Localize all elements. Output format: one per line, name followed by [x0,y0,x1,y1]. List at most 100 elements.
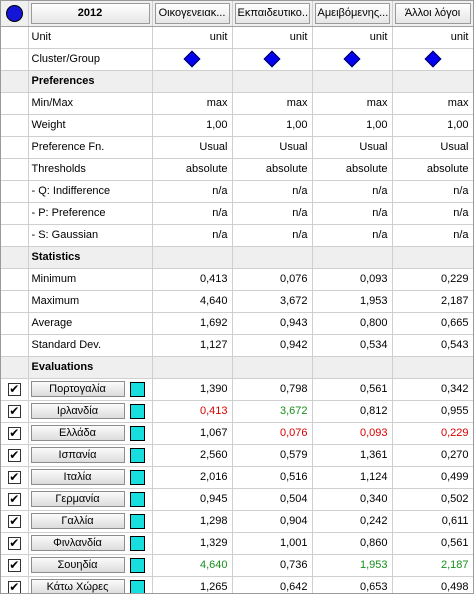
value-cell[interactable]: 0,229 [392,268,473,291]
cluster-cell[interactable] [152,48,233,71]
value-cell[interactable]: unit [392,26,473,49]
value-cell[interactable]: n/a [392,224,473,247]
cluster-cell[interactable] [312,48,393,71]
value-cell[interactable]: unit [152,26,233,49]
evaluation-value-cell[interactable]: 1,265 [152,576,233,593]
evaluation-value-cell[interactable]: 0,342 [392,378,473,401]
include-checkbox[interactable]: ✔ [7,447,21,462]
include-checkbox[interactable]: ✔ [7,513,21,528]
action-name-button[interactable]: Σουηδία [30,557,125,573]
value-cell[interactable]: 1,00 [392,114,473,137]
include-checkbox[interactable]: ✔ [7,381,21,396]
value-cell[interactable]: Usual [232,136,313,159]
action-color-swatch[interactable] [129,425,145,441]
value-cell[interactable]: Usual [312,136,393,159]
value-cell[interactable]: 0,942 [232,334,313,357]
year-header-button[interactable]: 2012 [30,2,150,24]
value-cell[interactable]: n/a [152,224,233,247]
evaluation-value-cell[interactable]: 1,390 [152,378,233,401]
criterion-header-button[interactable]: Αμειβόμενης... [314,2,390,24]
evaluation-value-cell[interactable]: 0,611 [392,510,473,533]
value-cell[interactable]: unit [232,26,313,49]
value-cell[interactable]: 1,00 [312,114,393,137]
action-name-button[interactable]: Ιταλία [30,469,125,485]
value-cell[interactable]: n/a [152,180,233,203]
include-checkbox[interactable]: ✔ [7,579,21,594]
value-cell[interactable]: n/a [232,202,313,225]
value-cell[interactable]: 0,543 [392,334,473,357]
value-cell[interactable]: absolute [312,158,393,181]
value-cell[interactable]: n/a [152,202,233,225]
value-cell[interactable]: n/a [232,224,313,247]
value-cell[interactable]: 0,665 [392,312,473,335]
evaluation-value-cell[interactable]: 0,270 [392,444,473,467]
value-cell[interactable]: absolute [392,158,473,181]
action-name-button[interactable]: Ισπανία [30,447,125,463]
evaluation-value-cell[interactable]: 0,812 [312,400,393,423]
evaluation-value-cell[interactable]: 0,736 [232,554,313,577]
include-checkbox[interactable]: ✔ [7,403,21,418]
action-color-swatch[interactable] [129,469,145,485]
criterion-header-button[interactable]: Οικογενειακ... [154,2,230,24]
value-cell[interactable]: 1,953 [312,290,393,313]
evaluation-value-cell[interactable]: 2,187 [392,554,473,577]
value-cell[interactable]: n/a [312,224,393,247]
evaluation-value-cell[interactable]: 3,672 [232,400,313,423]
value-cell[interactable]: 1,692 [152,312,233,335]
include-checkbox[interactable]: ✔ [7,491,21,506]
action-name-button[interactable]: Γερμανία [30,491,125,507]
value-cell[interactable]: 0,534 [312,334,393,357]
value-cell[interactable]: 1,00 [152,114,233,137]
action-color-swatch[interactable] [129,447,145,463]
evaluation-value-cell[interactable]: 1,361 [312,444,393,467]
evaluation-value-cell[interactable]: 0,076 [232,422,313,445]
evaluation-value-cell[interactable]: 0,955 [392,400,473,423]
action-name-button[interactable]: Ιρλανδία [30,403,125,419]
evaluation-value-cell[interactable]: 1,067 [152,422,233,445]
value-cell[interactable]: absolute [152,158,233,181]
action-color-swatch[interactable] [129,557,145,573]
evaluation-value-cell[interactable]: 0,242 [312,510,393,533]
evaluation-value-cell[interactable]: 0,502 [392,488,473,511]
evaluation-value-cell[interactable]: 0,340 [312,488,393,511]
evaluation-value-cell[interactable]: 0,945 [152,488,233,511]
evaluation-value-cell[interactable]: 1,124 [312,466,393,489]
evaluation-value-cell[interactable]: 0,561 [392,532,473,555]
evaluation-value-cell[interactable]: 1,001 [232,532,313,555]
value-cell[interactable]: 0,943 [232,312,313,335]
action-color-swatch[interactable] [129,535,145,551]
evaluation-value-cell[interactable]: 0,093 [312,422,393,445]
action-color-swatch[interactable] [129,513,145,529]
evaluation-value-cell[interactable]: 1,298 [152,510,233,533]
include-checkbox[interactable]: ✔ [7,469,21,484]
value-cell[interactable]: 0,413 [152,268,233,291]
evaluation-value-cell[interactable]: 0,904 [232,510,313,533]
value-cell[interactable]: 0,093 [312,268,393,291]
value-cell[interactable]: n/a [392,202,473,225]
action-color-swatch[interactable] [129,579,145,593]
cluster-cell[interactable] [392,48,473,71]
value-cell[interactable]: Usual [152,136,233,159]
value-cell[interactable]: 4,640 [152,290,233,313]
evaluation-value-cell[interactable]: 0,413 [152,400,233,423]
value-cell[interactable]: 3,672 [232,290,313,313]
value-cell[interactable]: 1,00 [232,114,313,137]
action-name-button[interactable]: Γαλλία [30,513,125,529]
evaluation-value-cell[interactable]: 4,640 [152,554,233,577]
evaluation-value-cell[interactable]: 0,499 [392,466,473,489]
value-cell[interactable]: 0,076 [232,268,313,291]
include-checkbox[interactable]: ✔ [7,535,21,550]
value-cell[interactable]: 0,800 [312,312,393,335]
value-cell[interactable]: max [232,92,313,115]
criterion-header-button[interactable]: Εκπαιδευτικο... [234,2,310,24]
value-cell[interactable]: n/a [312,180,393,203]
evaluation-value-cell[interactable]: 2,560 [152,444,233,467]
value-cell[interactable]: n/a [312,202,393,225]
evaluation-value-cell[interactable]: 0,653 [312,576,393,593]
evaluation-value-cell[interactable]: 0,579 [232,444,313,467]
value-cell[interactable]: 2,187 [392,290,473,313]
value-cell[interactable]: n/a [232,180,313,203]
include-checkbox[interactable]: ✔ [7,557,21,572]
value-cell[interactable]: unit [312,26,393,49]
value-cell[interactable]: 1,127 [152,334,233,357]
